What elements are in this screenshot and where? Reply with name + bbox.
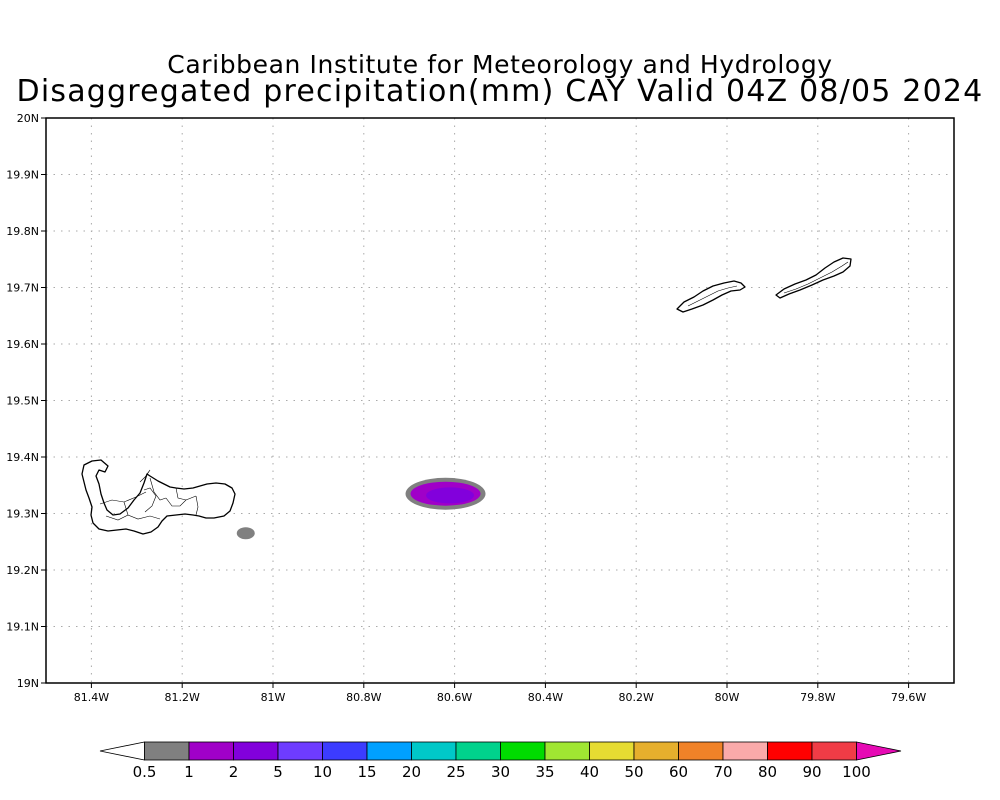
x-tick-label: 81.4W xyxy=(74,691,109,704)
colorbar-label: 100 xyxy=(842,763,871,781)
x-tick-label: 81W xyxy=(261,691,286,704)
colorbar-label: 15 xyxy=(357,763,376,781)
colorbar-label: 90 xyxy=(802,763,821,781)
colorbar-label: 35 xyxy=(535,763,554,781)
colorbar-label: 40 xyxy=(580,763,599,781)
colorbar-swatch xyxy=(455,741,501,761)
x-tick-label: 80.4W xyxy=(528,691,563,704)
y-tick-label: 19.5N xyxy=(6,395,39,408)
y-tick-label: 20N xyxy=(17,112,39,125)
colorbar-label: 1 xyxy=(184,763,194,781)
map-subtitle: Disaggregated precipitation(mm) CAY Vali… xyxy=(16,74,984,109)
colorbar-swatch xyxy=(589,741,635,761)
x-tick-label: 80.8W xyxy=(346,691,381,704)
colorbar-swatch xyxy=(144,741,190,761)
colorbar-swatch xyxy=(277,741,323,761)
y-tick-label: 19.1N xyxy=(6,621,39,634)
colorbar-swatch xyxy=(233,741,279,761)
colorbar-label: 30 xyxy=(491,763,510,781)
x-tick-label: 79.6W xyxy=(891,691,926,704)
colorbar-swatch xyxy=(411,741,457,761)
little-cayman-island xyxy=(676,280,746,313)
colorbar-label: 10 xyxy=(313,763,332,781)
colorbar: 0.5 1 2 5 10 15 20 25 30 35 40 50 60 70 80 90 100 xyxy=(99,741,902,781)
colorbar-label: 0.5 xyxy=(133,763,157,781)
colorbar-swatch xyxy=(856,741,902,761)
grand-cayman-island xyxy=(81,459,236,535)
colorbar-swatch xyxy=(811,741,857,761)
colorbar-swatch xyxy=(544,741,590,761)
colorbar-label: 80 xyxy=(758,763,777,781)
cayman-brac-island xyxy=(775,257,852,299)
precip-cell-0.5-1 xyxy=(236,527,255,540)
x-tick-label: 80W xyxy=(715,691,740,704)
map-title: Caribbean Institute for Meteorology and … xyxy=(167,50,833,79)
colorbar-swatch xyxy=(366,741,412,761)
colorbar-label: 2 xyxy=(229,763,239,781)
y-tick-label: 19.7N xyxy=(6,282,39,295)
colorbar-swatch xyxy=(678,741,724,761)
colorbar-label: 25 xyxy=(446,763,465,781)
x-tick-label: 80.2W xyxy=(619,691,654,704)
colorbar-swatch xyxy=(99,741,145,761)
map-axes: 81.4W 81.2W 81W 80.8W 80.6W 80.4W 80.2W 80W 79.8… xyxy=(6,112,926,704)
y-tick-label: 19.9N xyxy=(6,169,39,182)
colorbar-swatch xyxy=(322,741,368,761)
colorbar-swatch xyxy=(722,741,768,761)
precipitation-field xyxy=(236,477,486,540)
colorbar-label: 60 xyxy=(669,763,688,781)
x-tick-label: 79.8W xyxy=(800,691,835,704)
colorbar-label: 5 xyxy=(273,763,283,781)
grand-cayman-districts xyxy=(99,469,199,521)
grid-lines xyxy=(46,118,954,683)
y-tick-label: 19.6N xyxy=(6,338,39,351)
colorbar-label: 20 xyxy=(402,763,421,781)
y-tick-label: 19.8N xyxy=(6,225,39,238)
colorbar-swatch xyxy=(188,741,234,761)
precip-cell-2-5 xyxy=(426,487,475,504)
y-tick-label: 19.3N xyxy=(6,508,39,521)
colorbar-label: 50 xyxy=(624,763,643,781)
y-tick-label: 19.2N xyxy=(6,564,39,577)
y-tick-label: 19.4N xyxy=(6,451,39,464)
y-tick-label: 19N xyxy=(17,677,39,690)
colorbar-swatch xyxy=(767,741,813,761)
colorbar-label: 70 xyxy=(713,763,732,781)
x-tick-label: 80.6W xyxy=(437,691,472,704)
x-tick-label: 81.2W xyxy=(165,691,200,704)
colorbar-swatch xyxy=(633,741,679,761)
colorbar-swatch xyxy=(500,741,546,761)
